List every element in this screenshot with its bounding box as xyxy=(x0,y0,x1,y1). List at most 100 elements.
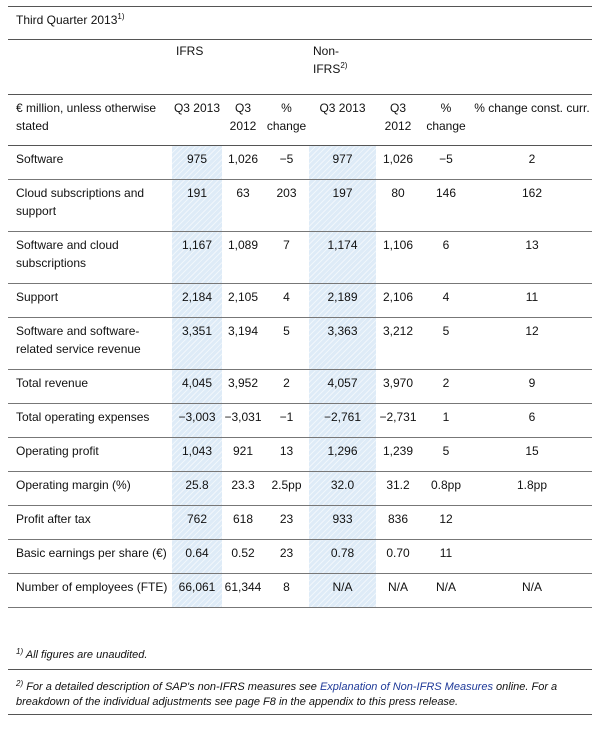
table-cell: 9 xyxy=(472,369,593,404)
table-cell xyxy=(472,539,593,574)
table-cell: 11 xyxy=(472,283,593,318)
table-cell: −5 xyxy=(264,145,309,180)
table-cell: 1,174 xyxy=(309,231,376,284)
table-cell: 836 xyxy=(376,505,420,540)
table-cell: −3,003 xyxy=(172,403,222,438)
header-label: € million, unless otherwise stated xyxy=(8,94,172,146)
table-cell: 1,106 xyxy=(376,231,420,284)
table-cell: 2,189 xyxy=(309,283,376,318)
table-cell: 31.2 xyxy=(376,471,420,506)
nonifrs-footnote-ref: 2) xyxy=(340,61,348,70)
column-header-row: € million, unless otherwise stated Q3 20… xyxy=(8,94,593,146)
table-cell: 12 xyxy=(420,505,472,540)
table-cell: 3,212 xyxy=(376,317,420,370)
table-cell: 2,106 xyxy=(376,283,420,318)
footnote-2-text-pre: For a detailed description of SAP's non-… xyxy=(26,681,317,693)
table-cell: 61,344 xyxy=(222,573,264,608)
ifrs-group-label: IFRS xyxy=(172,39,309,95)
table-cell: 5 xyxy=(420,317,472,370)
table-cell: 25.8 xyxy=(172,471,222,506)
table-cell: 1 xyxy=(420,403,472,438)
column-header: Q3 2013 xyxy=(172,94,222,146)
table-cell: 2 xyxy=(420,369,472,404)
table-cell: 146 xyxy=(420,179,472,232)
row-label: Software and software-related service re… xyxy=(8,317,172,370)
table-cell: 0.52 xyxy=(222,539,264,574)
table-cell: N/A xyxy=(420,573,472,608)
table-row: Profit after tax 762 618 23 933 836 12 xyxy=(8,505,593,540)
table-row: Software 975 1,026 −5 977 1,026 −5 2 xyxy=(8,145,593,180)
footnote-1: 1) All figures are unaudited. xyxy=(8,642,592,670)
footnotes: 1) All figures are unaudited. 2) For a d… xyxy=(8,642,592,715)
table-cell: 1,296 xyxy=(309,437,376,472)
table-cell: 13 xyxy=(264,437,309,472)
table-title-text: Third Quarter 2013 xyxy=(16,13,118,27)
table-cell: 1,239 xyxy=(376,437,420,472)
table-cell: 4 xyxy=(420,283,472,318)
table-cell: 921 xyxy=(222,437,264,472)
row-label: Total operating expenses xyxy=(8,403,172,438)
table-cell: 933 xyxy=(309,505,376,540)
column-header: Q3 2013 xyxy=(309,94,376,146)
table-cell: N/A xyxy=(376,573,420,608)
table-cell: 1,089 xyxy=(222,231,264,284)
non-ifrs-measures-link[interactable]: Explanation of Non-IFRS Measures xyxy=(319,681,493,693)
table-row: Total operating expenses −3,003 −3,031 −1 −2… xyxy=(8,403,593,438)
table-cell: 1,167 xyxy=(172,231,222,284)
footnote-2-marker: 2) xyxy=(16,679,24,688)
table-cell: 2,105 xyxy=(222,283,264,318)
table-cell: 162 xyxy=(472,179,593,232)
table-cell: −5 xyxy=(420,145,472,180)
table-cell: 975 xyxy=(172,145,222,180)
table-cell: 4 xyxy=(264,283,309,318)
table-cell: 977 xyxy=(309,145,376,180)
financial-table-container: Third Quarter 20131) IFRS Non- IFRS2) € … xyxy=(8,6,593,608)
table-cell: 2 xyxy=(472,145,593,180)
row-label: Software and cloud subscriptions xyxy=(8,231,172,284)
column-header: % change xyxy=(264,94,309,146)
title-footnote-ref: 1) xyxy=(117,12,125,21)
title-row: Third Quarter 20131) xyxy=(8,6,593,40)
table-cell: 63 xyxy=(222,179,264,232)
row-label: Cloud subscriptions and support xyxy=(8,179,172,232)
table-row: Support 2,184 2,105 4 2,189 2,106 4 11 xyxy=(8,283,593,318)
footnote-2: 2) For a detailed description of SAP's n… xyxy=(8,670,592,715)
table-cell: 3,952 xyxy=(222,369,264,404)
table-cell: 1.8pp xyxy=(472,471,593,506)
table-cell: 0.8pp xyxy=(420,471,472,506)
footnote-1-text: All figures are unaudited. xyxy=(25,649,148,661)
table-cell: −3,031 xyxy=(222,403,264,438)
footnote-1-marker: 1) xyxy=(16,647,24,656)
table-cell: 15 xyxy=(472,437,593,472)
financial-table: Third Quarter 20131) IFRS Non- IFRS2) € … xyxy=(8,6,593,608)
column-header: % change xyxy=(420,94,472,146)
row-label: Number of employees (FTE) xyxy=(8,573,172,608)
row-label: Basic earnings per share (€) xyxy=(8,539,172,574)
row-label: Operating profit xyxy=(8,437,172,472)
table-cell: 762 xyxy=(172,505,222,540)
table-cell: 0.78 xyxy=(309,539,376,574)
table-cell: 12 xyxy=(472,317,593,370)
table-cell: 203 xyxy=(264,179,309,232)
nonifrs-group-label: Non- IFRS2) xyxy=(309,39,593,95)
table-cell: 7 xyxy=(264,231,309,284)
table-cell: 6 xyxy=(472,403,593,438)
table-cell: 3,363 xyxy=(309,317,376,370)
table-cell: 23 xyxy=(264,539,309,574)
table-row: Number of employees (FTE) 66,061 61,344 8 N/… xyxy=(8,573,593,608)
table-row: Software and cloud subscriptions 1,167 1,0… xyxy=(8,231,593,284)
table-row: Operating margin (%) 25.8 23.3 2.5pp 32.0 31.… xyxy=(8,471,593,506)
row-label: Support xyxy=(8,283,172,318)
table-row: Cloud subscriptions and support 191 63 203 1… xyxy=(8,179,593,232)
table-cell: −2,761 xyxy=(309,403,376,438)
table-cell: 197 xyxy=(309,179,376,232)
table-cell: 32.0 xyxy=(309,471,376,506)
table-cell: 3,194 xyxy=(222,317,264,370)
nonifrs-label-line2: IFRS xyxy=(313,62,341,76)
column-header: Q3 2012 xyxy=(222,94,264,146)
column-header: % change const. curr. xyxy=(472,94,593,146)
table-cell: 4,057 xyxy=(309,369,376,404)
row-label: Profit after tax xyxy=(8,505,172,540)
row-label: Software xyxy=(8,145,172,180)
table-cell: N/A xyxy=(309,573,376,608)
